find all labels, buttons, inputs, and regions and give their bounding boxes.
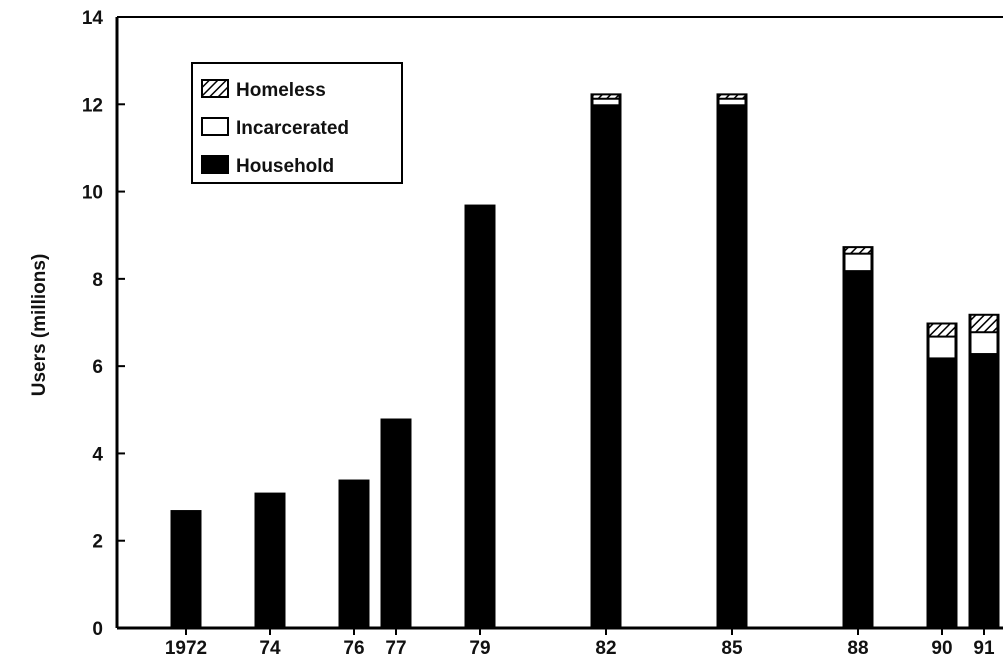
y-tick-label: 6 [92, 357, 103, 378]
y-tick-label: 0 [92, 619, 103, 640]
bar-homeless [845, 248, 871, 253]
y-axis: 0 2 4 6 8 10 12 14 [82, 8, 125, 640]
x-tick-label: 1972 [165, 638, 207, 659]
bar-household [842, 270, 874, 628]
x-tick-label: 85 [721, 638, 743, 659]
x-tick-label: 76 [343, 638, 364, 659]
legend: Homeless Incarcerated Household [191, 62, 403, 184]
x-tick-label: 82 [595, 638, 616, 659]
x-axis: 1972 74 76 77 79 82 85 88 90 91 [165, 628, 995, 659]
bar-household [590, 104, 622, 629]
bar-incarcerated [719, 99, 745, 105]
legend-swatch-incarcerated [201, 117, 229, 136]
bar-incarcerated [593, 99, 619, 105]
bar-homeless [929, 324, 955, 336]
y-axis-title: Users (millions) [29, 254, 50, 397]
legend-label-homeless: Homeless [236, 80, 326, 101]
legend-swatch-household [201, 155, 229, 174]
bar-homeless [593, 95, 619, 98]
bar-household [380, 418, 412, 628]
y-tick-label: 2 [92, 532, 103, 553]
bar-household [926, 357, 958, 628]
legend-swatch-homeless [201, 79, 229, 98]
x-tick-label: 91 [973, 638, 995, 659]
bar-incarcerated [929, 337, 955, 358]
bars [170, 93, 1000, 629]
x-tick-label: 74 [259, 638, 281, 659]
bar-household [254, 492, 286, 628]
bar-homeless [719, 95, 745, 98]
bar-homeless [971, 315, 997, 332]
y-tick-label: 10 [82, 183, 103, 204]
bar-household [338, 479, 370, 628]
y-tick-label: 14 [82, 8, 104, 29]
y-tick-label: 8 [92, 270, 103, 291]
x-tick-label: 88 [847, 638, 868, 659]
legend-label-household: Household [236, 156, 334, 177]
y-tick-label: 12 [82, 95, 103, 116]
x-tick-label: 77 [385, 638, 406, 659]
bar-household [170, 510, 202, 628]
bar-household [968, 353, 1000, 628]
y-tick-label: 4 [92, 444, 103, 465]
bar-household [464, 204, 496, 628]
bar-household [716, 104, 748, 629]
bar-incarcerated [845, 254, 871, 271]
x-tick-label: 79 [469, 638, 490, 659]
x-tick-label: 90 [931, 638, 952, 659]
bar-incarcerated [971, 333, 997, 354]
legend-label-incarcerated: Incarcerated [236, 118, 349, 139]
